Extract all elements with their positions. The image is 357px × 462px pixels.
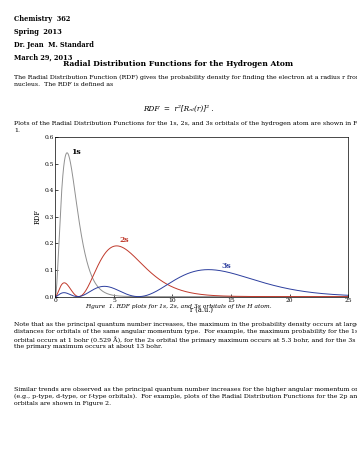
Text: Figure  1. RDF plots for 1s, 2s, and 3s orbitals of the H atom.: Figure 1. RDF plots for 1s, 2s, and 3s o… (85, 304, 272, 309)
Text: March 29, 2013: March 29, 2013 (14, 54, 73, 61)
Text: Radial Distribution Functions for the Hydrogen Atom: Radial Distribution Functions for the Hy… (64, 60, 293, 68)
Text: 2s: 2s (120, 236, 129, 244)
Text: Similar trends are observed as the principal quantum number increases for the hi: Similar trends are observed as the princ… (14, 387, 357, 406)
X-axis label: r (a.u.): r (a.u.) (190, 306, 213, 314)
Text: The Radial Distribution Function (RDF) gives the probability density for finding: The Radial Distribution Function (RDF) g… (14, 75, 357, 87)
Text: Note that as the principal quantum number increases, the maximum in the probabil: Note that as the principal quantum numbe… (14, 322, 357, 349)
Text: 3s: 3s (222, 262, 231, 270)
Text: Spring  2013: Spring 2013 (14, 28, 62, 36)
Text: Plots of the Radial Distribution Functions for the 1s, 2s, and 3s orbitals of th: Plots of the Radial Distribution Functio… (14, 121, 357, 133)
Y-axis label: RDF: RDF (34, 209, 42, 225)
Text: 1s: 1s (71, 148, 80, 157)
Text: Dr. Jean  M. Standard: Dr. Jean M. Standard (14, 41, 94, 49)
Text: RDF  =  r²[Rₙₗ(r)]² .: RDF = r²[Rₙₗ(r)]² . (143, 105, 214, 113)
Text: Chemistry  362: Chemistry 362 (14, 15, 71, 23)
